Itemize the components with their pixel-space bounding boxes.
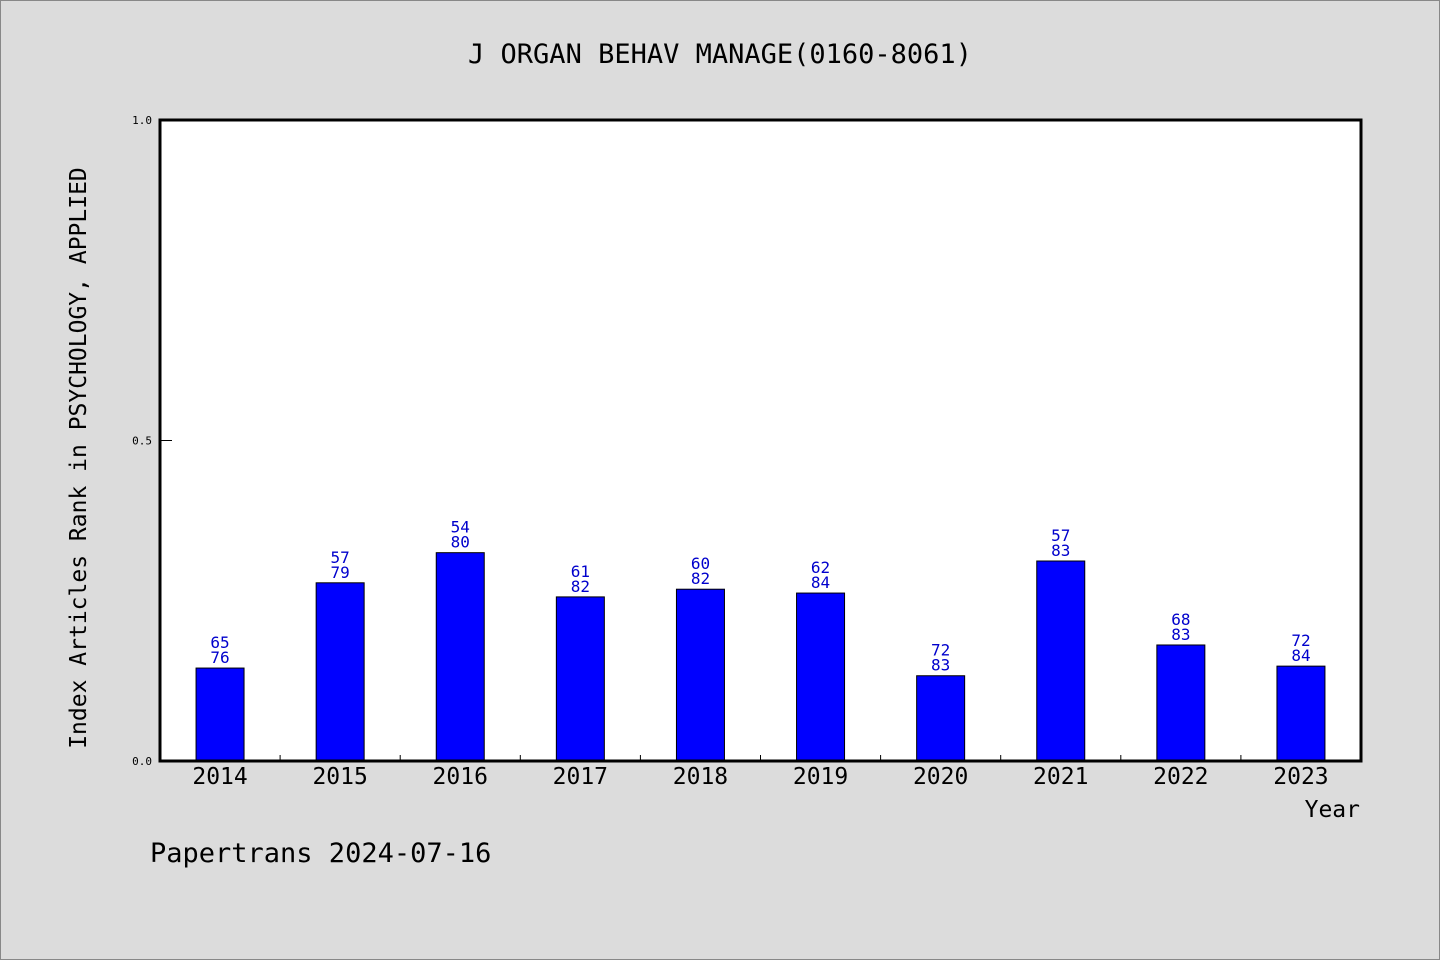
bar xyxy=(1276,665,1326,762)
bar xyxy=(1036,560,1086,762)
x-tick-label: 2019 xyxy=(793,764,848,790)
x-tick-label: 2022 xyxy=(1153,764,1208,790)
x-tick-label: 2017 xyxy=(553,764,608,790)
bar xyxy=(555,596,605,762)
bar-total-label: 83 xyxy=(931,656,950,675)
x-tick-label: 2021 xyxy=(1033,764,1088,790)
x-axis-label: Year xyxy=(1305,797,1360,823)
bar-total-label: 84 xyxy=(811,573,830,592)
bar-rank-label: 72 xyxy=(931,641,950,660)
bar-rank-label: 54 xyxy=(451,518,470,537)
x-tick-label: 2015 xyxy=(312,764,367,790)
y-tick-label: 0.5 xyxy=(132,435,152,448)
bar-total-label: 79 xyxy=(331,563,350,582)
bar-total-label: 83 xyxy=(1171,625,1190,644)
bar-rank-label: 60 xyxy=(691,554,710,573)
bar-rank-label: 57 xyxy=(331,548,350,567)
bar-total-label: 84 xyxy=(1291,646,1310,665)
bar-rank-label: 61 xyxy=(571,562,590,581)
bar-total-label: 82 xyxy=(571,577,590,596)
bar xyxy=(315,582,365,762)
bar-rank-label: 65 xyxy=(210,633,229,652)
bar-total-label: 83 xyxy=(1051,541,1070,560)
bar-total-label: 76 xyxy=(210,648,229,667)
x-tick-label: 2016 xyxy=(433,764,488,790)
x-tick-label: 2014 xyxy=(192,764,247,790)
bar xyxy=(796,592,846,762)
bar-rank-label: 72 xyxy=(1291,631,1310,650)
bar xyxy=(1156,644,1206,762)
bar-rank-label: 68 xyxy=(1171,610,1190,629)
bar-total-label: 80 xyxy=(451,533,470,552)
bar-total-label: 82 xyxy=(691,569,710,588)
bar xyxy=(195,667,245,762)
bar xyxy=(675,588,725,762)
y-axis-label: Index Articles Rank in PSYCHOLOGY, APPLI… xyxy=(66,167,92,749)
y-tick-label: 0.0 xyxy=(132,755,152,768)
y-tick-label: 1.0 xyxy=(132,114,152,127)
bar xyxy=(435,552,485,762)
footer-credit: Papertrans 2024-07-16 xyxy=(150,838,491,869)
bar-rank-label: 62 xyxy=(811,558,830,577)
plot-frame xyxy=(158,118,1363,763)
x-tick-label: 2023 xyxy=(1273,764,1328,790)
bar xyxy=(916,675,966,762)
bar-rank-label: 57 xyxy=(1051,526,1070,545)
x-tick-label: 2018 xyxy=(673,764,728,790)
chart-title: J ORGAN BEHAV MANAGE(0160-8061) xyxy=(468,39,972,70)
ticks-group: 0.0 0.5 1.0 2014 2015 2016 2017 2018 2019 2020 202… xyxy=(132,114,1329,790)
x-tick-label: 2020 xyxy=(913,764,968,790)
